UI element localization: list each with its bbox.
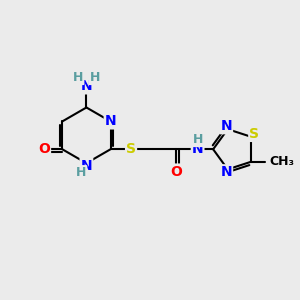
Text: O: O [171, 164, 182, 178]
Text: N: N [220, 119, 232, 133]
Text: CH₃: CH₃ [269, 155, 294, 168]
Text: N: N [81, 158, 92, 172]
Text: H: H [73, 71, 83, 84]
Text: H: H [76, 166, 86, 179]
Text: H: H [89, 71, 100, 84]
Text: N: N [220, 165, 232, 179]
Text: S: S [126, 142, 136, 156]
Text: N: N [192, 142, 203, 156]
Text: N: N [105, 114, 116, 128]
Text: S: S [249, 127, 259, 141]
Text: O: O [38, 142, 50, 156]
Text: N: N [81, 80, 92, 93]
Text: H: H [192, 133, 203, 146]
